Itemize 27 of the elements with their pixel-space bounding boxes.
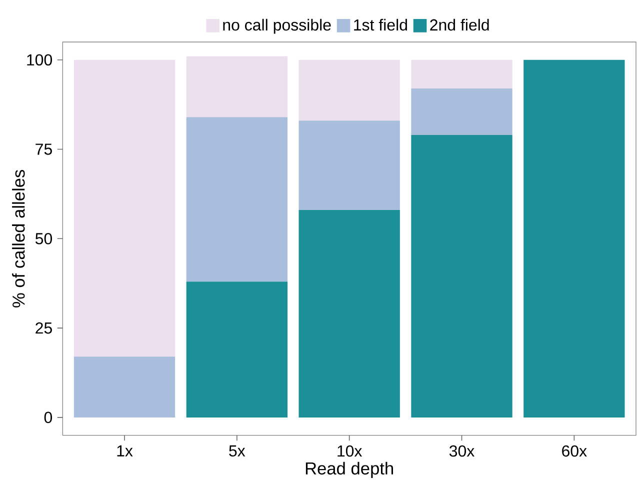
y-axis-title: % of called alleles: [12, 170, 25, 308]
y-tick-label: 100: [27, 54, 52, 66]
bar: [411, 60, 512, 88]
x-tick-label: 5x: [229, 445, 246, 457]
bar: [186, 282, 288, 418]
bar: [298, 60, 400, 121]
x-tick-label: 60x: [562, 445, 587, 457]
x-tick-label: 30x: [449, 445, 474, 457]
bar: [411, 134, 512, 418]
x-axis-title: Read depth: [306, 462, 393, 478]
y-tick-label: 25: [36, 322, 52, 334]
bar: [298, 120, 400, 210]
legend-label: no call possible: [223, 18, 331, 34]
legend-label: 1st field: [354, 18, 407, 31]
x-tick-label: 10x: [338, 445, 362, 457]
y-tick-label: 75: [36, 144, 52, 155]
y-tick-label: 50: [35, 233, 52, 244]
legend-label: 2nd field: [430, 18, 489, 31]
bar: [186, 117, 288, 282]
bar: [411, 88, 512, 135]
bar: [298, 210, 400, 418]
bar: [74, 356, 176, 418]
y-tick-label: 0: [44, 412, 52, 424]
x-tick-label: 1x: [117, 445, 133, 456]
bar: [524, 60, 625, 418]
bar: [186, 56, 288, 118]
bar: [74, 60, 176, 357]
